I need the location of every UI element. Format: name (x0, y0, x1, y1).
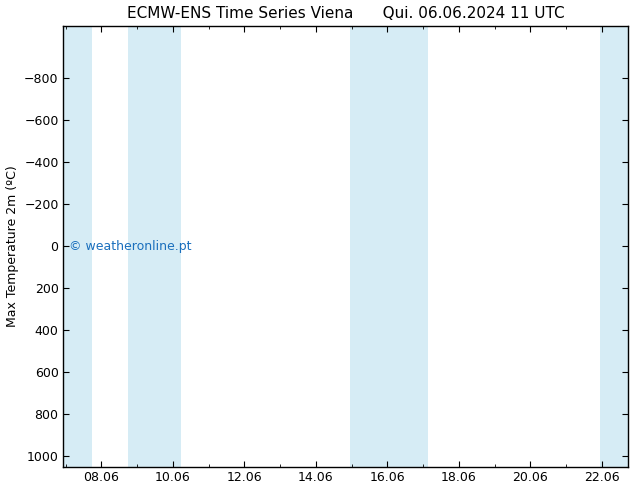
Y-axis label: Max Temperature 2m (ºC): Max Temperature 2m (ºC) (6, 165, 18, 327)
Title: ECMW-ENS Time Series Viena      Qui. 06.06.2024 11 UTC: ECMW-ENS Time Series Viena Qui. 06.06.20… (127, 5, 565, 21)
Text: © weatheronline.pt: © weatheronline.pt (69, 240, 191, 253)
Bar (128, 26, 181, 466)
Bar (600, 26, 628, 466)
Bar (63, 26, 92, 466)
Bar (349, 26, 428, 466)
